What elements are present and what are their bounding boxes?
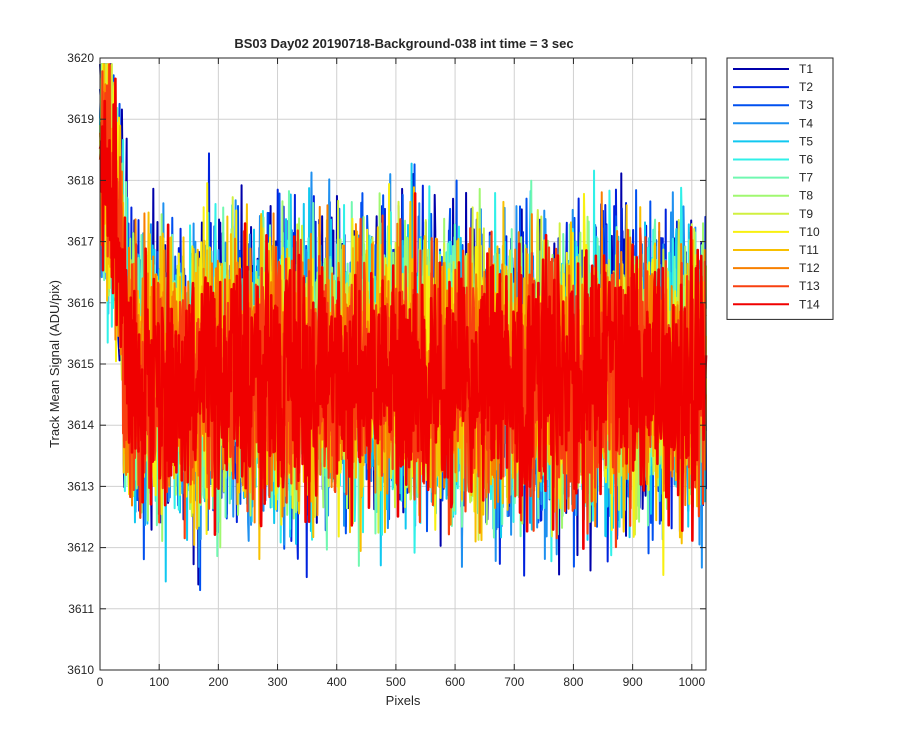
legend-label: T2 (799, 80, 813, 94)
x-tick-label: 300 (268, 675, 288, 689)
legend-label: T5 (799, 134, 813, 148)
y-tick-label: 3616 (67, 296, 94, 310)
legend-label: T4 (799, 116, 813, 130)
legend-label: T7 (799, 171, 813, 185)
y-tick-label: 3617 (67, 235, 94, 249)
y-tick-label: 3618 (67, 173, 94, 187)
x-tick-label: 400 (327, 675, 347, 689)
legend-label: T8 (799, 189, 813, 203)
legend-item-t10[interactable]: T10 (733, 225, 820, 239)
y-tick-label: 3611 (68, 602, 94, 616)
legend-label: T11 (799, 243, 819, 257)
y-tick-label: 3620 (67, 51, 94, 65)
legend-label: T3 (799, 98, 813, 112)
legend-item-t5[interactable]: T5 (733, 134, 813, 148)
y-tick-label: 3612 (67, 541, 94, 555)
y-tick-label: 3614 (67, 418, 94, 432)
y-axis-label: Track Mean Signal (ADU/pix) (47, 280, 62, 448)
legend-item-t2[interactable]: T2 (733, 80, 813, 94)
x-tick-label: 600 (445, 675, 465, 689)
legend-item-t11[interactable]: T11 (733, 243, 819, 257)
x-axis-label: Pixels (386, 693, 421, 708)
x-tick-label: 0 (97, 675, 104, 689)
tick-layer: 0 100 200 300 400 500 600 700 800 900 1000 3610 3611… (67, 51, 706, 689)
legend-item-t4[interactable]: T4 (733, 116, 813, 130)
legend-box (726, 57, 834, 320)
legend-item-t3[interactable]: T3 (733, 98, 813, 112)
legend-item-t12[interactable]: T12 (733, 261, 820, 275)
chart-title: BS03 Day02 20190718-Background-038 int t… (234, 36, 573, 51)
y-tick-label: 3610 (67, 663, 94, 677)
series-line-t14 (98, 77, 708, 550)
legend-label: T14 (799, 297, 820, 311)
y-tick-label: 3615 (67, 357, 94, 371)
legend-item-t8[interactable]: T8 (733, 189, 813, 203)
y-tick-label: 3619 (67, 112, 94, 126)
x-tick-label: 200 (208, 675, 228, 689)
legend-label: T1 (799, 62, 813, 76)
legend[interactable]: T1 T2 T3 T4 T5 T6 T7 T8 T9 T10 T11 T12 T13 T14 (726, 57, 834, 320)
legend-label: T6 (799, 153, 813, 167)
legend-label: T12 (799, 261, 820, 275)
series-layer (98, 63, 708, 592)
legend-item-t13[interactable]: T13 (733, 279, 820, 293)
legend-label: T9 (799, 207, 813, 221)
legend-item-t9[interactable]: T9 (733, 207, 813, 221)
legend-label: T13 (799, 279, 820, 293)
x-tick-label: 1000 (678, 675, 705, 689)
legend-item-t1[interactable]: T1 (733, 62, 813, 76)
x-tick-label: 100 (149, 675, 169, 689)
legend-item-t6[interactable]: T6 (733, 153, 813, 167)
legend-item-t7[interactable]: T7 (733, 171, 813, 185)
legend-item-t14[interactable]: T14 (733, 297, 820, 311)
x-tick-label: 700 (504, 675, 524, 689)
x-tick-label: 500 (386, 675, 406, 689)
x-tick-label: 900 (623, 675, 643, 689)
legend-label: T10 (799, 225, 820, 239)
x-tick-label: 800 (563, 675, 583, 689)
y-tick-label: 3613 (67, 479, 94, 493)
